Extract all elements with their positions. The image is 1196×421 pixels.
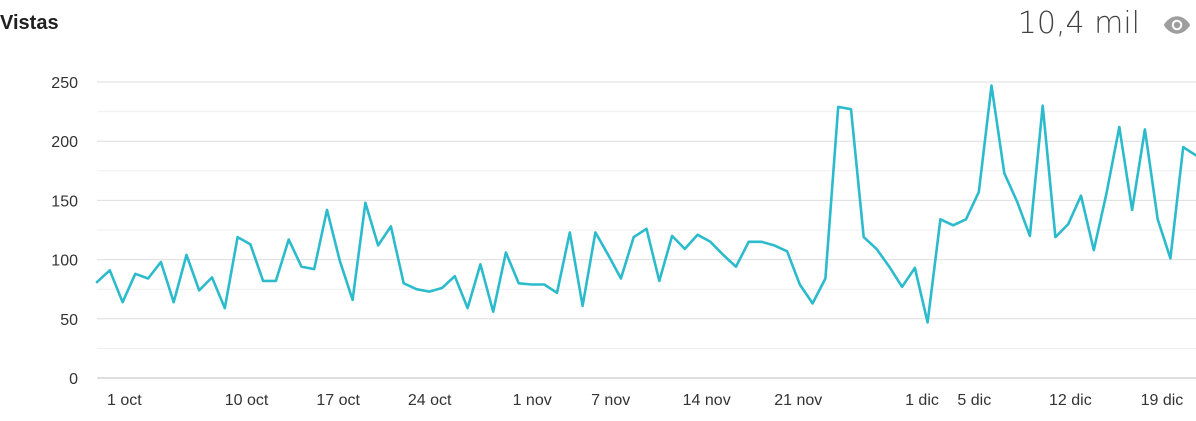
x-tick-label: 21 nov (774, 392, 822, 409)
x-tick-label: 12 dic (1049, 392, 1092, 409)
y-tick-label: 100 (51, 253, 78, 270)
total-views: 10,4 mil (1017, 6, 1140, 41)
y-tick-label: 0 (69, 371, 78, 388)
x-tick-label: 19 dic (1141, 392, 1184, 409)
x-tick-label: 5 dic (957, 392, 991, 409)
x-tick-label: 24 oct (408, 392, 452, 409)
x-tick-label: 7 nov (591, 392, 630, 409)
x-axis: 1 oct 10 oct 17 oct 24 oct 1 nov 7 nov 14 nov 2… (107, 392, 1183, 409)
x-tick-label: 10 oct (225, 392, 269, 409)
y-tick-label: 50 (60, 312, 78, 329)
x-tick-label: 17 oct (316, 392, 360, 409)
x-tick-label: 1 oct (107, 392, 142, 409)
y-tick-label: 250 (51, 75, 78, 92)
views-series-line[interactable] (95, 84, 1196, 324)
chart-title: Vistas (0, 12, 59, 34)
eye-icon[interactable] (1162, 10, 1192, 45)
y-axis: 0 50 100 150 200 250 (51, 75, 78, 388)
x-tick-label: 1 nov (513, 392, 552, 409)
chart-grid (97, 81, 1196, 379)
series-layer (95, 84, 1196, 324)
x-tick-label: 14 nov (683, 392, 731, 409)
y-tick-label: 150 (51, 193, 78, 210)
y-tick-label: 200 (51, 134, 78, 151)
x-tick-label: 1 dic (905, 392, 939, 409)
